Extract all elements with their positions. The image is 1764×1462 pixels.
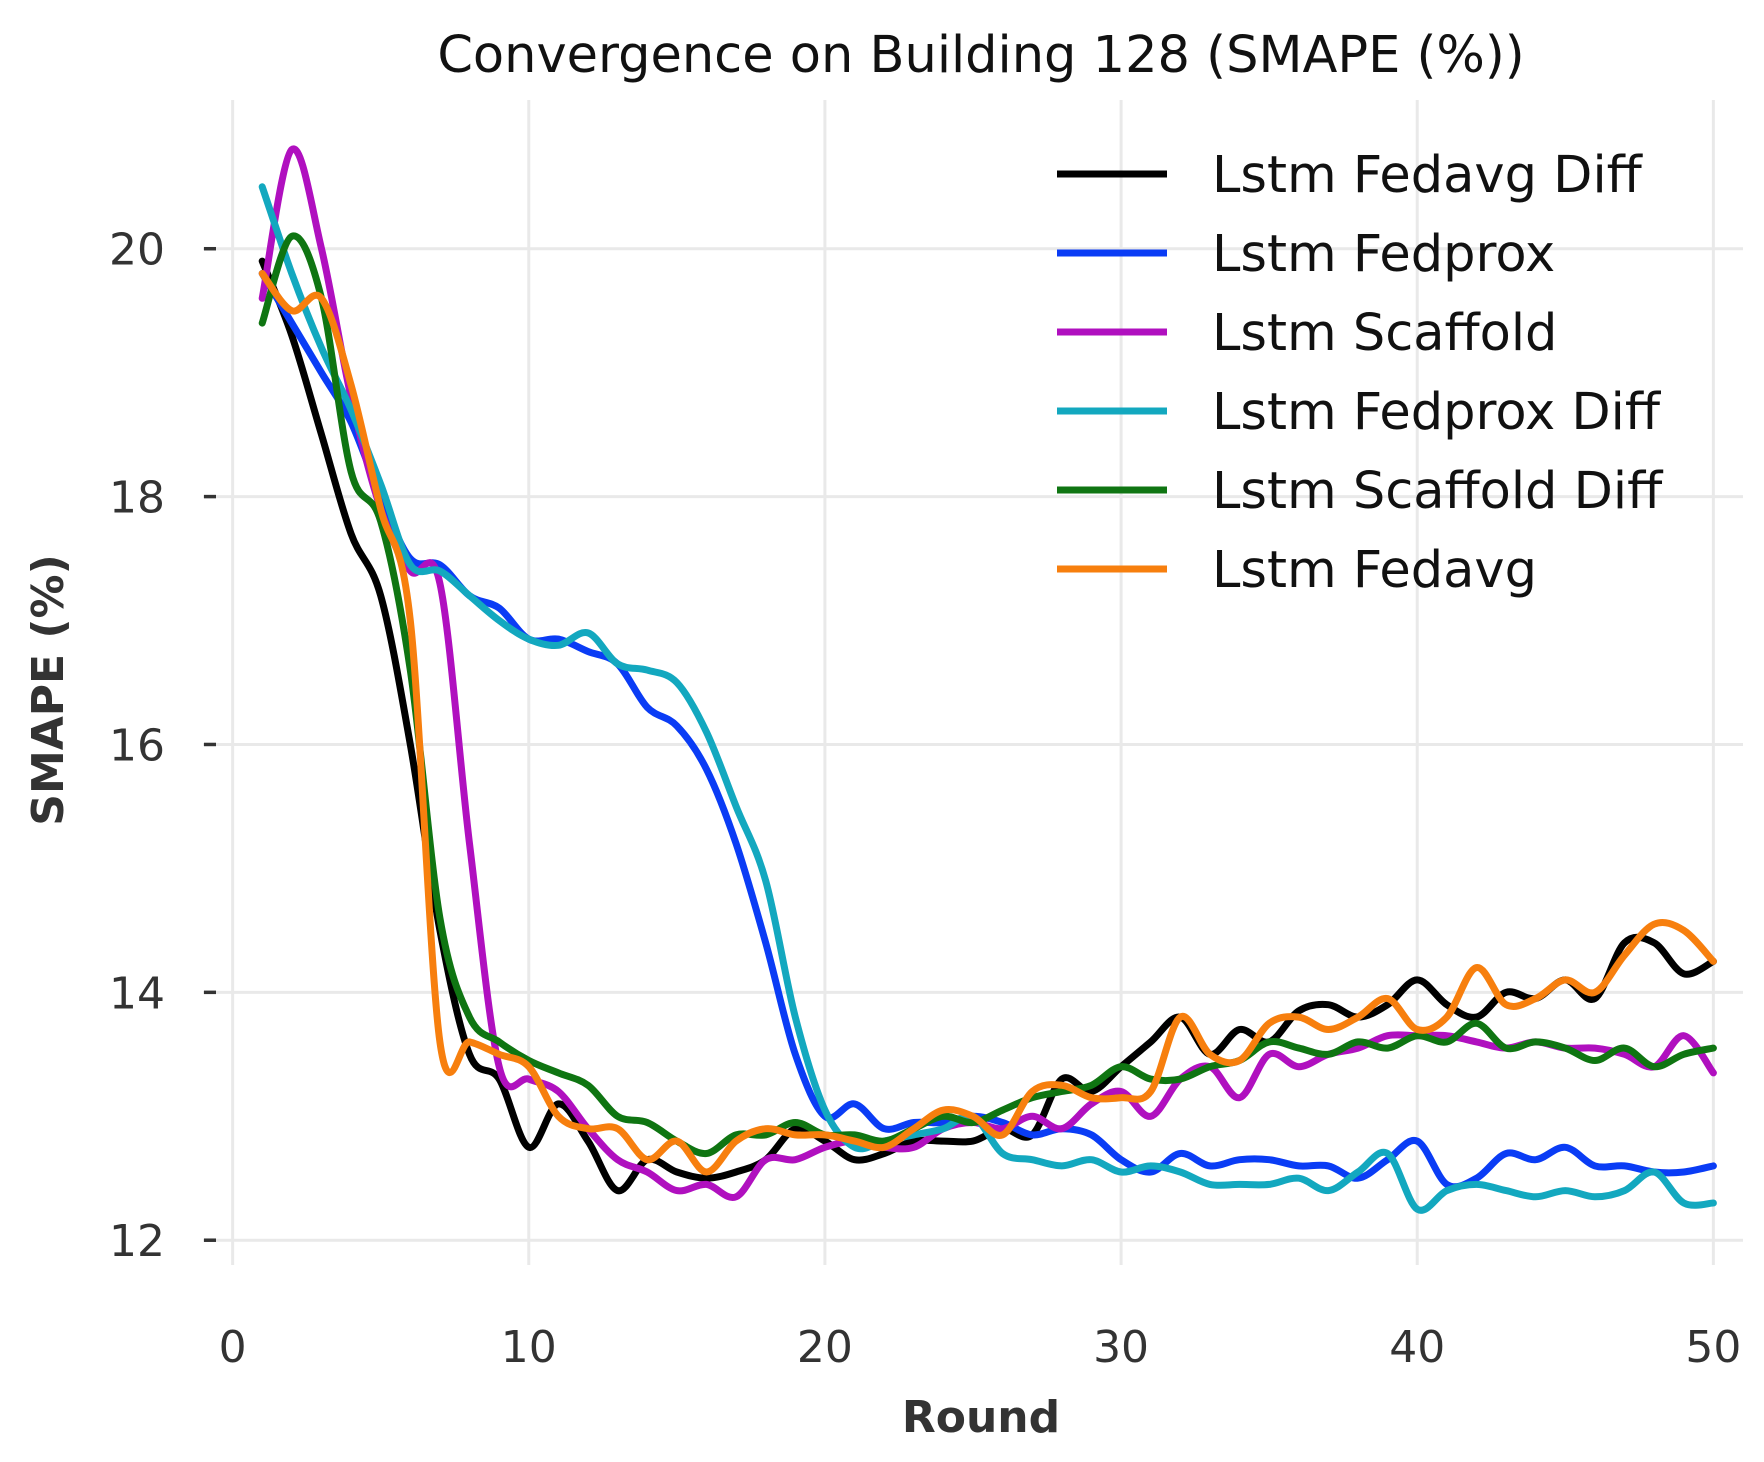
x-tick-label: 0: [219, 1322, 247, 1373]
y-tick-label: 14: [109, 968, 165, 1019]
series-line-lstm-scaffold-diff: [258, 232, 1717, 1158]
x-tick-label: 20: [797, 1322, 853, 1373]
y-tick-label: 20: [109, 225, 165, 276]
legend-label-lstm-scaffold: Lstm Scaffold: [1212, 304, 1557, 363]
x-tick-label: 10: [501, 1322, 557, 1373]
legend-label-lstm-scaffold-diff: Lstm Scaffold Diff: [1212, 462, 1664, 521]
legend-label-lstm-fedavg: Lstm Fedavg: [1212, 541, 1537, 600]
legend: Lstm Fedavg Diff Lstm Fedprox Lstm Scaffol…: [1057, 146, 1664, 600]
series-line-lstm-fedavg-diff: [258, 257, 1717, 1195]
series-line-lstm-fedavg: [258, 270, 1717, 1176]
x-tick-label: 50: [1685, 1322, 1741, 1373]
x-axis-label: Round: [902, 1392, 1060, 1443]
series-line-lstm-scaffold: [258, 145, 1717, 1201]
y-tick-label: 12: [109, 1216, 165, 1267]
series-layer: [258, 145, 1717, 1214]
x-tick-label: 30: [1093, 1322, 1149, 1373]
legend-label-lstm-fedprox: Lstm Fedprox: [1212, 225, 1555, 284]
chart-title: Convergence on Building 128 (SMAPE (%)): [437, 26, 1524, 85]
legend-label-lstm-fedavg-diff: Lstm Fedavg Diff: [1212, 146, 1644, 205]
grid-layer: [203, 100, 1743, 1265]
x-tick-label: 40: [1389, 1322, 1445, 1373]
y-tick-label: 18: [109, 473, 165, 524]
y-axis-label: SMAPE (%): [23, 554, 74, 825]
y-tick-label: 16: [109, 720, 165, 771]
legend-label-lstm-fedprox-diff: Lstm Fedprox Diff: [1212, 383, 1662, 442]
axis-ticks: 0 10 20 30 40 50 12 14 16 18 20: [109, 225, 1741, 1373]
